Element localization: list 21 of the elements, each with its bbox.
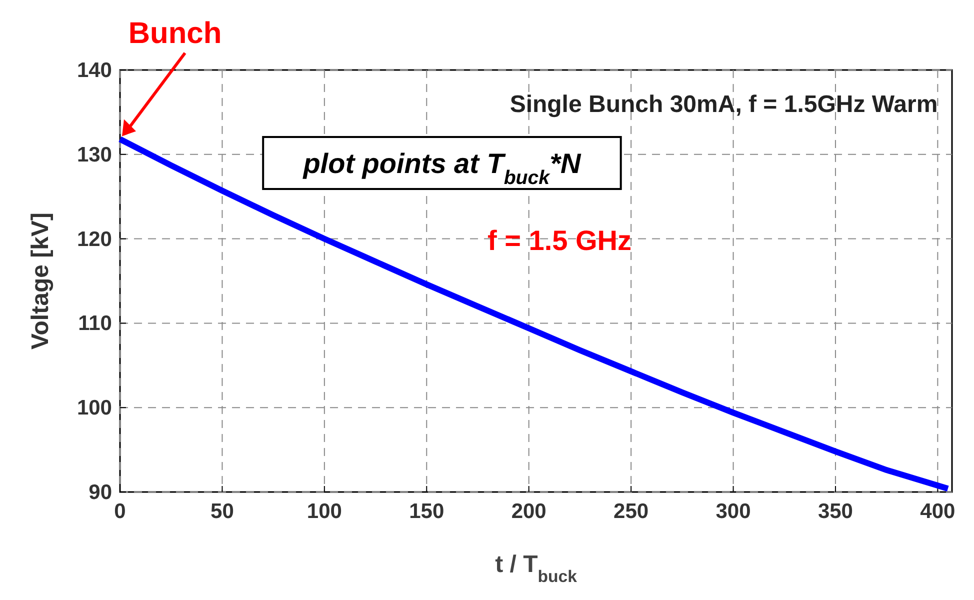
annotation: Bunch [128,17,222,50]
x-tick-label: 100 [306,500,342,523]
x-tick-label: 400 [920,500,956,523]
x-tick-label: 50 [210,500,234,523]
y-tick-label: 110 [78,312,112,336]
x-axis-title: t / T$_{buck}$ [495,551,578,586]
x-tick-label: 300 [716,500,751,523]
y-tick-label: 90 [88,481,112,504]
y-tick-label: 120 [76,228,112,251]
x-tick-label: 200 [511,500,546,523]
y-axis-title: Voltage [kV] [27,212,54,350]
annotation: plot points at T$_{buck}$*N [302,148,582,189]
annotation: f = 1.5 GHz [488,225,632,256]
y-tick-label: 140 [76,59,112,82]
x-tick-label: 150 [409,500,444,523]
x-tick-label: 0 [114,500,126,523]
y-tick-label: 100 [76,396,112,420]
text: Single Bunch 30mA, f = 1.5GHz Warm [510,91,938,118]
y-tick-label: 130 [76,143,112,166]
x-tick-label: 350 [818,500,854,523]
x-tick-label: 250 [614,500,649,523]
